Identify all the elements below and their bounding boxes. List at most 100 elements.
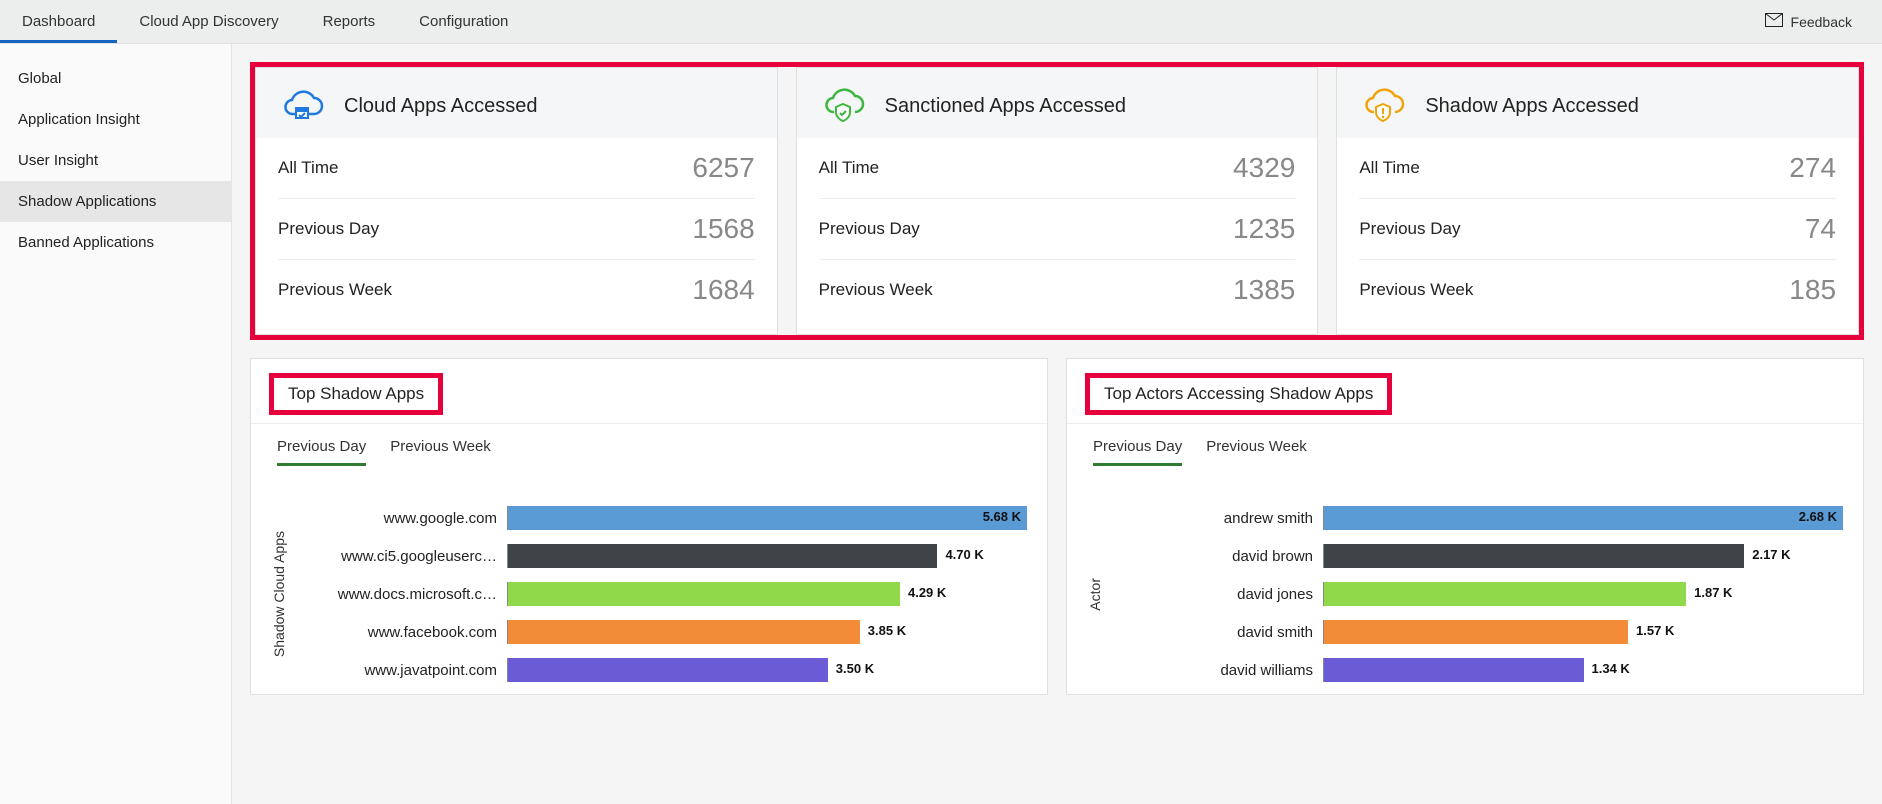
stat-value: 1235: [1233, 213, 1295, 245]
top-tab-dashboard[interactable]: Dashboard: [0, 1, 117, 43]
stat-label: All Time: [278, 158, 338, 178]
bar-label: david brown: [1113, 548, 1313, 565]
bar-row: www.google.com 5.68 K: [297, 506, 1027, 530]
bar-value: 4.70 K: [945, 547, 983, 562]
sidebar-item-shadow-applications[interactable]: Shadow Applications: [0, 181, 231, 222]
stat-value: 4329: [1233, 152, 1295, 184]
bar-label: www.facebook.com: [297, 624, 497, 641]
bar-row: david williams 1.34 K: [1113, 658, 1843, 682]
top-tab-configuration[interactable]: Configuration: [397, 1, 530, 43]
stat-label: Previous Week: [278, 280, 392, 300]
sidebar-item-user-insight[interactable]: User Insight: [0, 140, 231, 181]
bar-label: david williams: [1113, 662, 1313, 679]
top-tab-reports[interactable]: Reports: [301, 1, 398, 43]
cloud-warn-icon: [1359, 86, 1407, 126]
y-axis-label: Shadow Cloud Apps: [271, 531, 287, 657]
bar: [508, 620, 860, 644]
sidebar-item-banned-applications[interactable]: Banned Applications: [0, 222, 231, 263]
stat-value: 1684: [692, 274, 754, 306]
stat-value: 185: [1789, 274, 1836, 306]
panel-title: Top Shadow Apps: [274, 378, 438, 410]
stat-label: Previous Day: [1359, 219, 1460, 239]
bar-label: andrew smith: [1113, 510, 1313, 527]
bar-row: david jones 1.87 K: [1113, 582, 1843, 606]
bar-label: david smith: [1113, 624, 1313, 641]
subtab-previous-week[interactable]: Previous Week: [1206, 438, 1307, 466]
stat-row: Previous Week 1684: [278, 260, 755, 320]
feedback-label: Feedback: [1791, 14, 1852, 30]
subtab-previous-day[interactable]: Previous Day: [277, 438, 366, 466]
bar: [508, 544, 937, 568]
bar-track: 2.68 K: [1323, 506, 1843, 530]
stat-label: Previous Day: [278, 219, 379, 239]
bar: [1324, 620, 1628, 644]
chart-panel: Top Actors Accessing Shadow Apps Previou…: [1066, 358, 1864, 695]
sidebar-item-application-insight[interactable]: Application Insight: [0, 99, 231, 140]
stat-label: Previous Day: [819, 219, 920, 239]
panel-subtabs: Previous Day Previous Week: [251, 424, 1047, 466]
mail-icon: [1765, 13, 1783, 30]
sidebar-item-global[interactable]: Global: [0, 58, 231, 99]
bar-chart: Shadow Cloud Apps www.google.com 5.68 K …: [251, 466, 1047, 682]
cloud-shield-icon: [819, 86, 867, 126]
bar: [1324, 582, 1686, 606]
panel-title: Top Actors Accessing Shadow Apps: [1090, 378, 1387, 410]
bar: [1324, 658, 1584, 682]
summary-card: Shadow Apps Accessed All Time 274 Previo…: [1336, 67, 1859, 335]
bar-value: 1.57 K: [1636, 623, 1674, 638]
stat-row: Previous Day 1235: [819, 199, 1296, 260]
stat-value: 1568: [692, 213, 754, 245]
bar-chart: Actor andrew smith 2.68 K david brown 2.…: [1067, 466, 1863, 682]
stat-value: 74: [1805, 213, 1836, 245]
subtab-previous-day[interactable]: Previous Day: [1093, 438, 1182, 466]
bar-row: www.docs.microsoft.c… 4.29 K: [297, 582, 1027, 606]
card-title: Sanctioned Apps Accessed: [885, 95, 1126, 118]
subtab-previous-week[interactable]: Previous Week: [390, 438, 491, 466]
bar-row: www.javatpoint.com 3.50 K: [297, 658, 1027, 682]
bar-value: 4.29 K: [908, 585, 946, 600]
stat-label: All Time: [819, 158, 879, 178]
stat-row: All Time 274: [1359, 138, 1836, 199]
bar-value: 2.17 K: [1752, 547, 1790, 562]
bar: [1324, 506, 1843, 530]
stat-row: Previous Week 1385: [819, 260, 1296, 320]
top-nav: DashboardCloud App DiscoveryReportsConfi…: [0, 0, 1882, 44]
feedback-link[interactable]: Feedback: [1765, 13, 1862, 30]
bar-label: www.docs.microsoft.c…: [297, 586, 497, 603]
bar-track: 5.68 K: [507, 506, 1027, 530]
main-content: Cloud Apps Accessed All Time 6257 Previo…: [232, 44, 1882, 804]
stat-value: 1385: [1233, 274, 1295, 306]
stat-row: All Time 6257: [278, 138, 755, 199]
bar-value: 1.34 K: [1592, 661, 1630, 676]
summary-cards-highlight: Cloud Apps Accessed All Time 6257 Previo…: [250, 62, 1864, 340]
stat-value: 6257: [692, 152, 754, 184]
bar-row: www.facebook.com 3.85 K: [297, 620, 1027, 644]
bar: [508, 658, 828, 682]
bar-track: 1.87 K: [1323, 582, 1843, 606]
stat-row: All Time 4329: [819, 138, 1296, 199]
card-title: Cloud Apps Accessed: [344, 95, 537, 118]
stat-label: Previous Week: [819, 280, 933, 300]
bar-track: 4.29 K: [507, 582, 1027, 606]
panel-subtabs: Previous Day Previous Week: [1067, 424, 1863, 466]
stat-value: 274: [1789, 152, 1836, 184]
summary-card: Cloud Apps Accessed All Time 6257 Previo…: [255, 67, 778, 335]
bar-label: www.ci5.googleuserc…: [297, 548, 497, 565]
bar-label: www.google.com: [297, 510, 497, 527]
stat-row: Previous Day 1568: [278, 199, 755, 260]
bar-row: david smith 1.57 K: [1113, 620, 1843, 644]
bar: [1324, 544, 1744, 568]
chart-panel: Top Shadow Apps Previous Day Previous Wee…: [250, 358, 1048, 695]
bar-track: 3.50 K: [507, 658, 1027, 682]
top-tab-cloud-app-discovery[interactable]: Cloud App Discovery: [117, 1, 300, 43]
bar-value: 2.68 K: [1799, 509, 1837, 524]
bar-track: 3.85 K: [507, 620, 1027, 644]
bar-label: www.javatpoint.com: [297, 662, 497, 679]
bar-value: 3.85 K: [868, 623, 906, 638]
bar-row: andrew smith 2.68 K: [1113, 506, 1843, 530]
bar-row: www.ci5.googleuserc… 4.70 K: [297, 544, 1027, 568]
bar: [508, 506, 1027, 530]
sidebar: GlobalApplication InsightUser InsightSha…: [0, 44, 232, 804]
bar: [508, 582, 900, 606]
stat-row: Previous Day 74: [1359, 199, 1836, 260]
